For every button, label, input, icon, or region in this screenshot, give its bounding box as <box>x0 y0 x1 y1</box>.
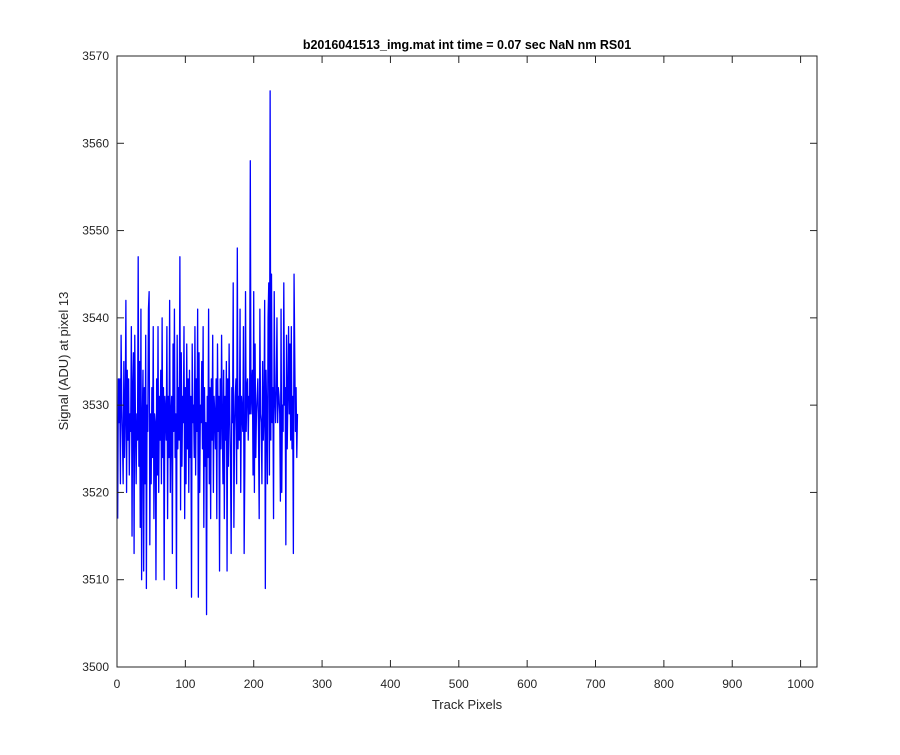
x-tick-label: 900 <box>722 677 742 691</box>
y-tick-label: 3520 <box>82 485 109 499</box>
y-tick-label: 3570 <box>82 49 109 63</box>
x-tick-label: 700 <box>586 677 606 691</box>
x-axis-label: Track Pixels <box>432 697 503 712</box>
y-tick-label: 3500 <box>82 660 109 674</box>
series-group <box>117 90 299 616</box>
y-tick-label: 3560 <box>82 136 109 150</box>
y-tick-label: 3530 <box>82 398 109 412</box>
ticks: 0 100 200 300 400 500 600 700 800 900 1000 3500 3510… <box>82 49 817 691</box>
y-axis-label: Signal (ADU) at pixel 13 <box>56 292 71 431</box>
x-tick-label: 200 <box>244 677 264 691</box>
axes <box>116 55 818 668</box>
x-tick-label: 400 <box>380 677 400 691</box>
chart-title: b2016041513_img.mat int time = 0.07 sec … <box>303 38 631 52</box>
y-tick-label: 3510 <box>82 573 109 587</box>
x-tick-label: 0 <box>114 677 121 691</box>
axes-box <box>116 55 818 668</box>
x-tick-label: 600 <box>517 677 537 691</box>
x-tick-label: 1000 <box>787 677 814 691</box>
x-tick-label: 800 <box>654 677 674 691</box>
y-tick-label: 3550 <box>82 224 109 238</box>
x-tick-label: 500 <box>449 677 469 691</box>
y-tick-label: 3540 <box>82 311 109 325</box>
series-line-0 <box>117 90 299 616</box>
x-tick-label: 300 <box>312 677 332 691</box>
x-tick-label: 100 <box>175 677 195 691</box>
